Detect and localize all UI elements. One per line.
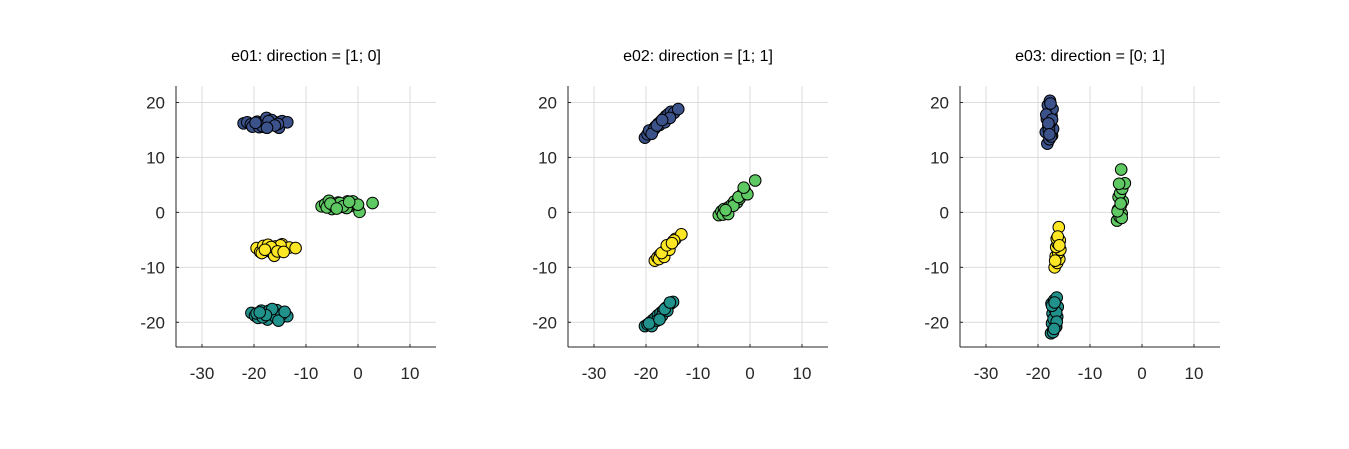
x-tick-label: -10: [294, 364, 319, 383]
y-tick-label: 0: [940, 203, 949, 222]
y-tick-label: 20: [146, 93, 165, 112]
scatter-point: [289, 241, 302, 255]
scatter-point: [1044, 97, 1057, 110]
y-tick-label: 20: [930, 93, 949, 112]
scatter-point: [249, 116, 262, 130]
x-tick-label: -30: [974, 364, 999, 383]
scatter-point: [253, 306, 267, 319]
scatter-point: [655, 113, 669, 127]
green-cluster: [712, 174, 762, 222]
y-tick-label: 10: [146, 148, 165, 167]
scatter-point: [748, 174, 762, 187]
scatter-point: [1048, 254, 1062, 268]
x-tick-label: 0: [353, 364, 362, 383]
chart-title: e01: direction = [1; 0]: [231, 48, 381, 65]
y-tick-label: 0: [156, 203, 165, 222]
x-tick-label: -10: [686, 364, 711, 383]
scatter-point: [258, 243, 272, 257]
x-tick-label: 10: [1185, 364, 1204, 383]
y-tick-label: -10: [924, 258, 949, 277]
yellow-cluster: [250, 237, 302, 263]
green-cluster: [1110, 163, 1132, 227]
scatter-point: [1042, 117, 1055, 130]
scatter-point: [1112, 177, 1126, 191]
yellow-cluster: [1048, 220, 1067, 274]
chart-title: e03: direction = [0; 1]: [1015, 48, 1165, 65]
scatter-point: [671, 102, 685, 116]
scatter-point: [1043, 128, 1056, 141]
scatter-point: [663, 296, 677, 309]
scatter-panel-e03: e03: direction = [0; 1] -30 -20 -10 0 10 -20 -…: [924, 48, 1220, 383]
x-tick-label: -20: [634, 364, 659, 383]
y-tick-label: -10: [140, 258, 165, 277]
scatter-point: [277, 245, 290, 259]
y-tick-label: 20: [538, 93, 557, 112]
teal-cluster: [638, 295, 680, 333]
scatter-point: [278, 305, 291, 319]
chart-title: e02: direction = [1; 1]: [623, 48, 773, 65]
teal-cluster: [1044, 291, 1065, 340]
scatter-point: [1053, 239, 1066, 252]
scatter-point: [642, 317, 656, 330]
scatter-point: [665, 236, 679, 250]
x-tick-label: -30: [582, 364, 607, 383]
scatter-panel-e02: e02: direction = [1; 1] -30 -20 -10 0 10 -20 -…: [532, 48, 828, 383]
blue-cluster: [1039, 94, 1060, 150]
x-tick-label: -20: [242, 364, 267, 383]
scatter-panel-e01: e01: direction = [1; 0] -30 -20 -10 0 10 -20 -…: [140, 48, 436, 383]
x-tick-label: 10: [401, 364, 420, 383]
scatter-point: [737, 181, 751, 194]
y-tick-label: -20: [532, 313, 557, 332]
x-tick-label: -20: [1026, 364, 1051, 383]
yellow-cluster: [648, 228, 688, 268]
y-tick-label: -20: [140, 313, 165, 332]
x-tick-label: 0: [745, 364, 754, 383]
y-tick-label: 10: [538, 148, 557, 167]
scatter-point: [330, 202, 343, 215]
scatter-point: [366, 196, 379, 210]
scatter-point: [1047, 322, 1061, 336]
y-tick-label: -20: [924, 313, 949, 332]
green-cluster: [315, 194, 379, 219]
y-tick-label: -10: [532, 258, 557, 277]
scatter-point: [260, 121, 274, 135]
scatter-point: [1048, 296, 1061, 309]
x-tick-label: -30: [190, 364, 215, 383]
scatter-point: [653, 313, 666, 326]
y-tick-label: 10: [930, 148, 949, 167]
y-tick-label: 0: [548, 203, 557, 222]
scatter-point: [272, 314, 285, 327]
x-tick-label: 10: [793, 364, 812, 383]
x-tick-label: 0: [1137, 364, 1146, 383]
x-tick-label: -10: [1078, 364, 1103, 383]
scatter-point: [342, 195, 356, 209]
scatter-point: [1114, 163, 1128, 176]
blue-cluster: [638, 102, 685, 144]
teal-cluster: [245, 302, 294, 327]
scatter-point: [719, 203, 732, 217]
blue-cluster: [237, 111, 294, 135]
scatter-point: [1114, 197, 1127, 210]
